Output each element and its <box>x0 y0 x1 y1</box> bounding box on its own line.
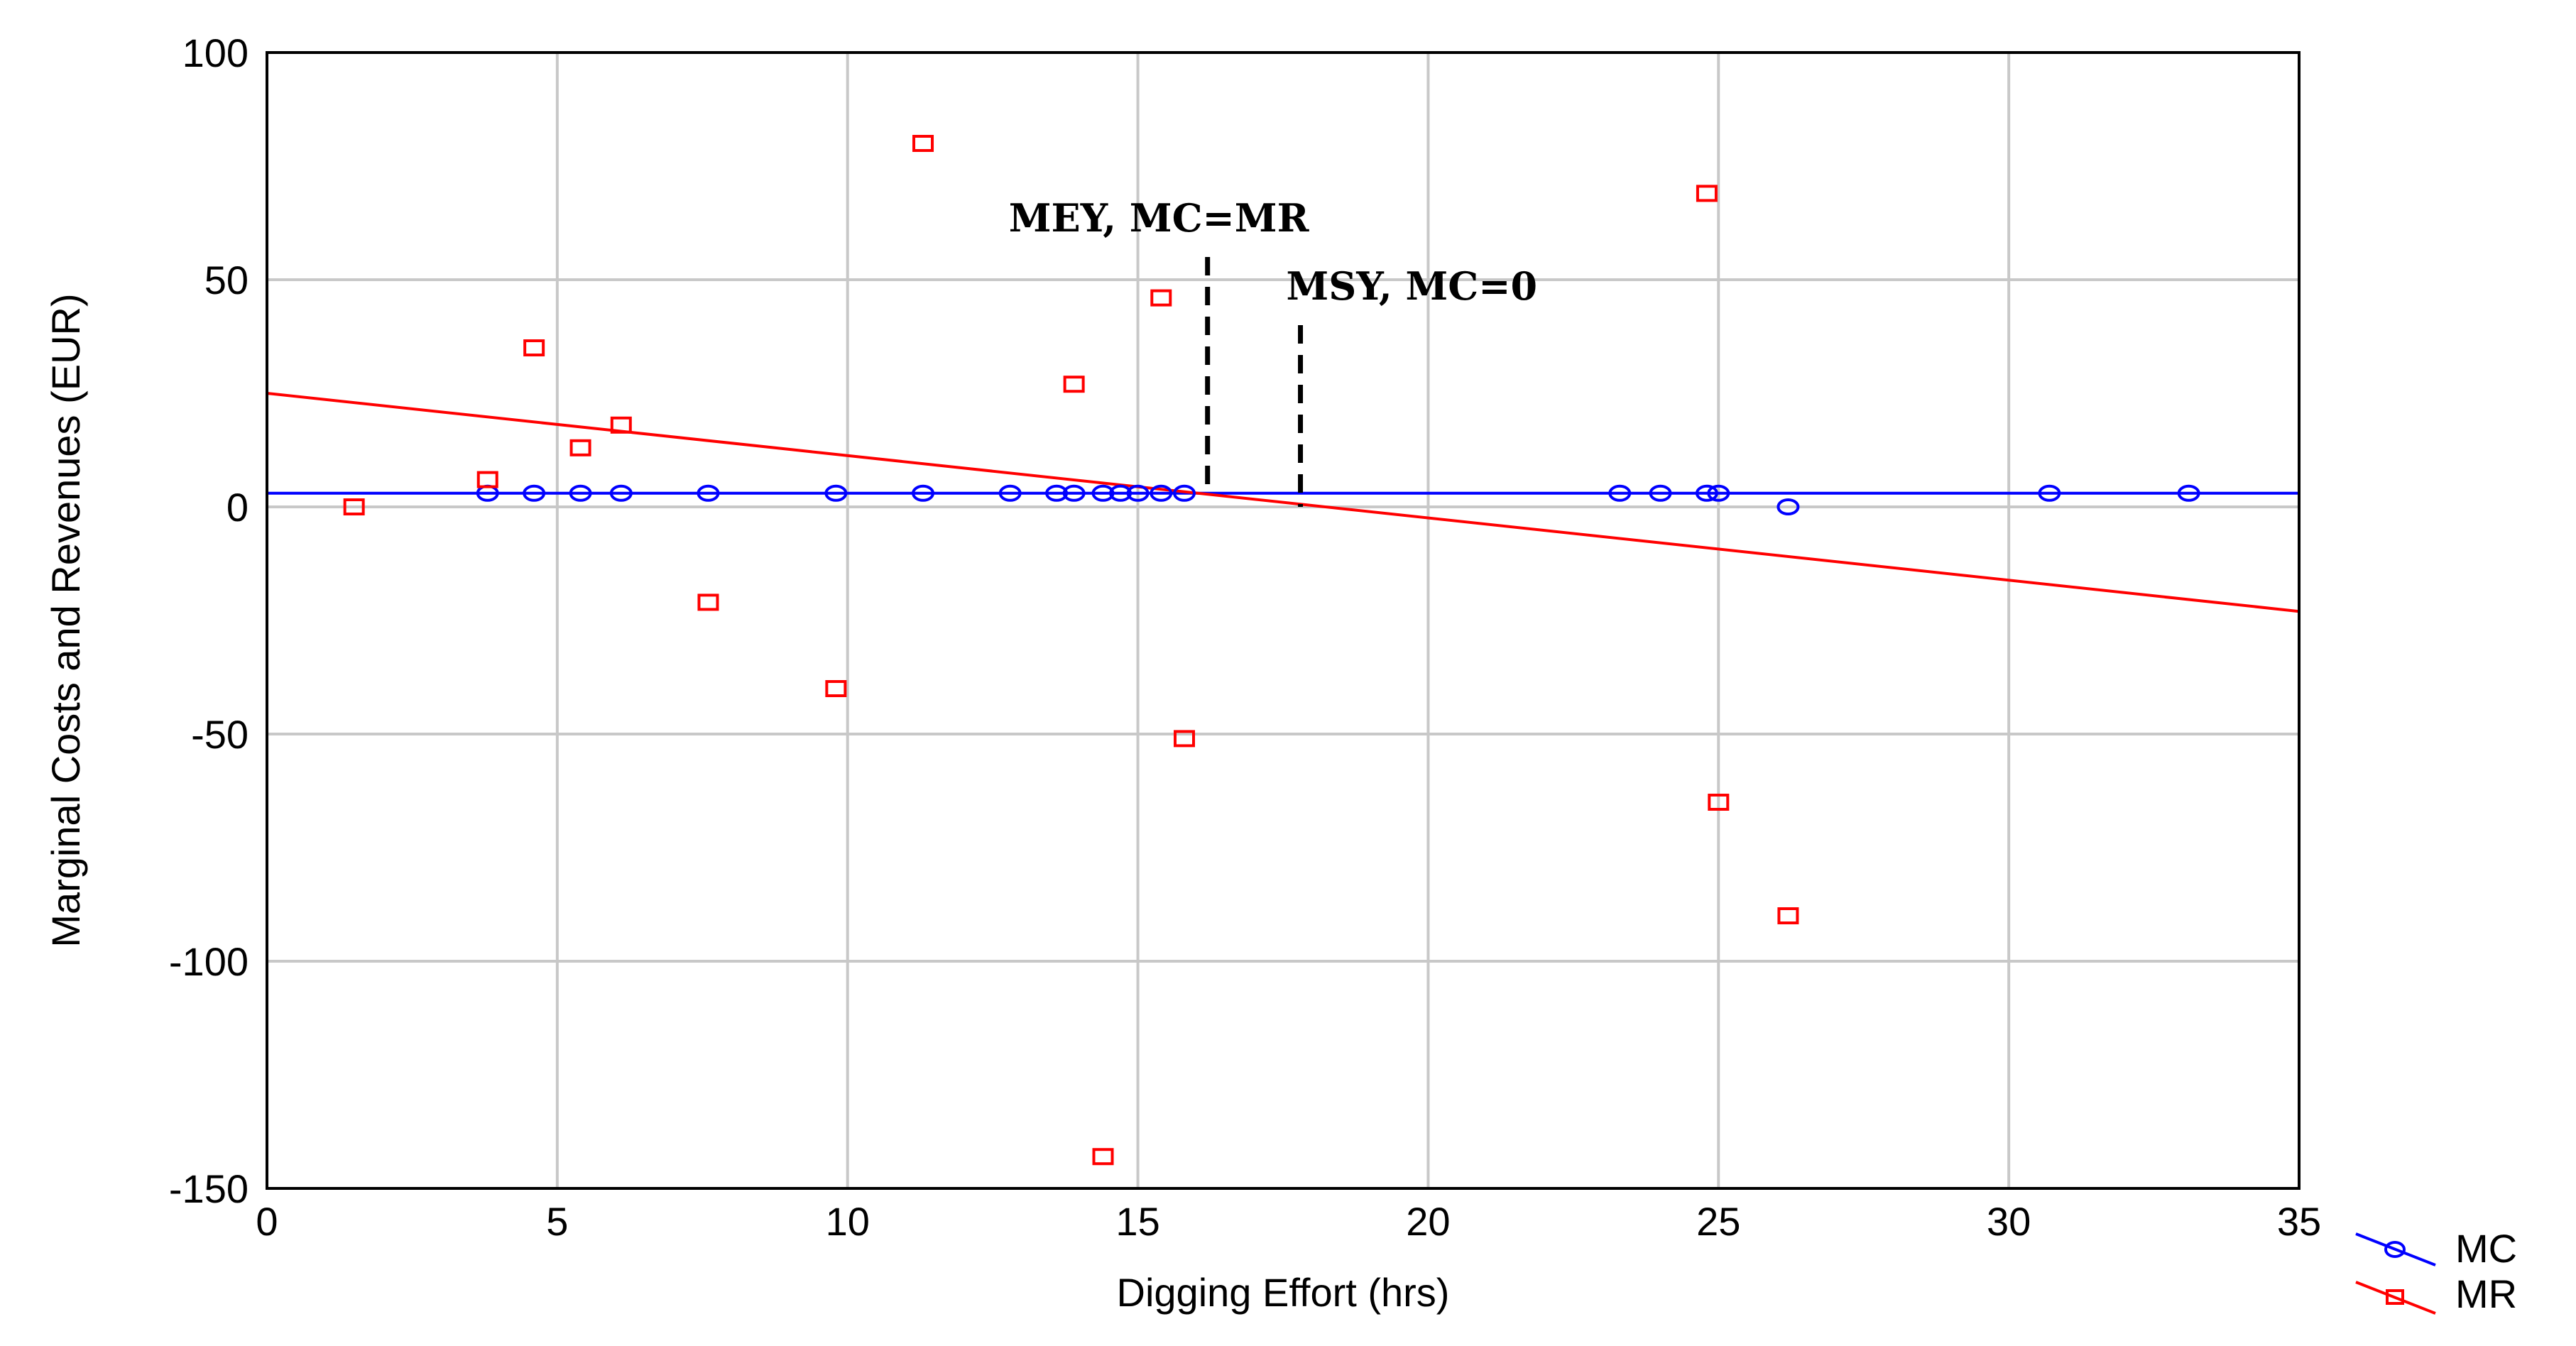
annotation-label: MSY, MC=0 <box>1287 263 1538 309</box>
mr-point <box>912 135 934 152</box>
mr-point <box>1173 730 1195 748</box>
mc-point <box>998 484 1022 502</box>
y-tick-label: -150 <box>169 1166 249 1211</box>
mr-point <box>1696 185 1718 202</box>
legend: MC MR <box>2355 1226 2517 1316</box>
annotations: MEY, MC=MR MSY, MC=0 <box>1009 195 1537 507</box>
y-tick-label: 100 <box>182 31 249 75</box>
x-tick-label: 10 <box>826 1199 870 1244</box>
x-tick-label: 20 <box>1406 1199 1450 1244</box>
mr-fit-line <box>266 392 2300 613</box>
x-tick-label: 30 <box>1987 1199 2031 1244</box>
legend-mr-marker <box>2386 1289 2404 1305</box>
mr-point <box>476 471 498 488</box>
mc-point <box>1045 484 1069 502</box>
mc-point <box>1062 484 1086 502</box>
fit-lines <box>266 392 2300 613</box>
mr-point <box>1150 289 1172 307</box>
mr-point <box>569 439 591 456</box>
mc-point <box>1695 484 1718 502</box>
mc-point <box>697 484 720 502</box>
legend-mr-line <box>2355 1281 2436 1315</box>
y-tick-label: 0 <box>227 485 249 530</box>
mc-point <box>569 484 592 502</box>
y-tick-label: -50 <box>191 712 249 757</box>
legend-mc-label: MC <box>2455 1226 2517 1271</box>
mc-point <box>1707 484 1730 502</box>
plot-area <box>267 53 2299 1188</box>
mc-point <box>1109 484 1133 502</box>
x-tick-label: 0 <box>256 1199 278 1244</box>
mr-point <box>610 416 632 434</box>
annotation-label: MEY, MC=MR <box>1009 195 1310 241</box>
mr-point <box>1063 376 1085 393</box>
grid-lines <box>267 53 2299 1188</box>
plot-border <box>266 51 2301 1190</box>
mc-point <box>1150 484 1173 502</box>
mr-point <box>1777 907 1799 924</box>
mr-point <box>697 593 719 611</box>
mr-point <box>343 498 365 515</box>
legend-mc-marker <box>2384 1241 2406 1258</box>
mc-point <box>2038 484 2061 502</box>
tick-labels: 0 5 10 15 20 25 30 35 100 50 0 -50 -100 -150 <box>169 31 2321 1244</box>
x-tick-label: 25 <box>1696 1199 1740 1244</box>
x-axis-label: Digging Effort (hrs) <box>1117 1270 1450 1315</box>
legend-mc-line <box>2355 1232 2436 1266</box>
x-tick-label: 35 <box>2277 1199 2321 1244</box>
mc-point <box>1777 498 1800 515</box>
mr-point <box>1092 1148 1114 1166</box>
mc-point <box>1172 484 1196 502</box>
mc-point <box>1091 484 1115 502</box>
mc-point <box>1649 484 1672 502</box>
legend-mr-label: MR <box>2455 1271 2517 1316</box>
mc-point <box>912 484 935 502</box>
data-points <box>343 135 2200 1166</box>
mc-point <box>2177 484 2200 502</box>
mc-point <box>1608 484 1632 502</box>
mc-point <box>1126 484 1150 502</box>
y-axis-label: Marginal Costs and Revenues (EUR) <box>43 293 88 947</box>
y-tick-label: -100 <box>169 939 249 984</box>
x-tick-label: 15 <box>1115 1199 1159 1244</box>
y-tick-label: 50 <box>204 258 249 302</box>
mr-point <box>825 680 847 697</box>
mr-point <box>1708 794 1730 811</box>
mc-point <box>824 484 848 502</box>
mc-point <box>609 484 633 502</box>
x-tick-label: 5 <box>546 1199 568 1244</box>
mr-point <box>523 339 545 356</box>
mc-point <box>523 484 546 502</box>
